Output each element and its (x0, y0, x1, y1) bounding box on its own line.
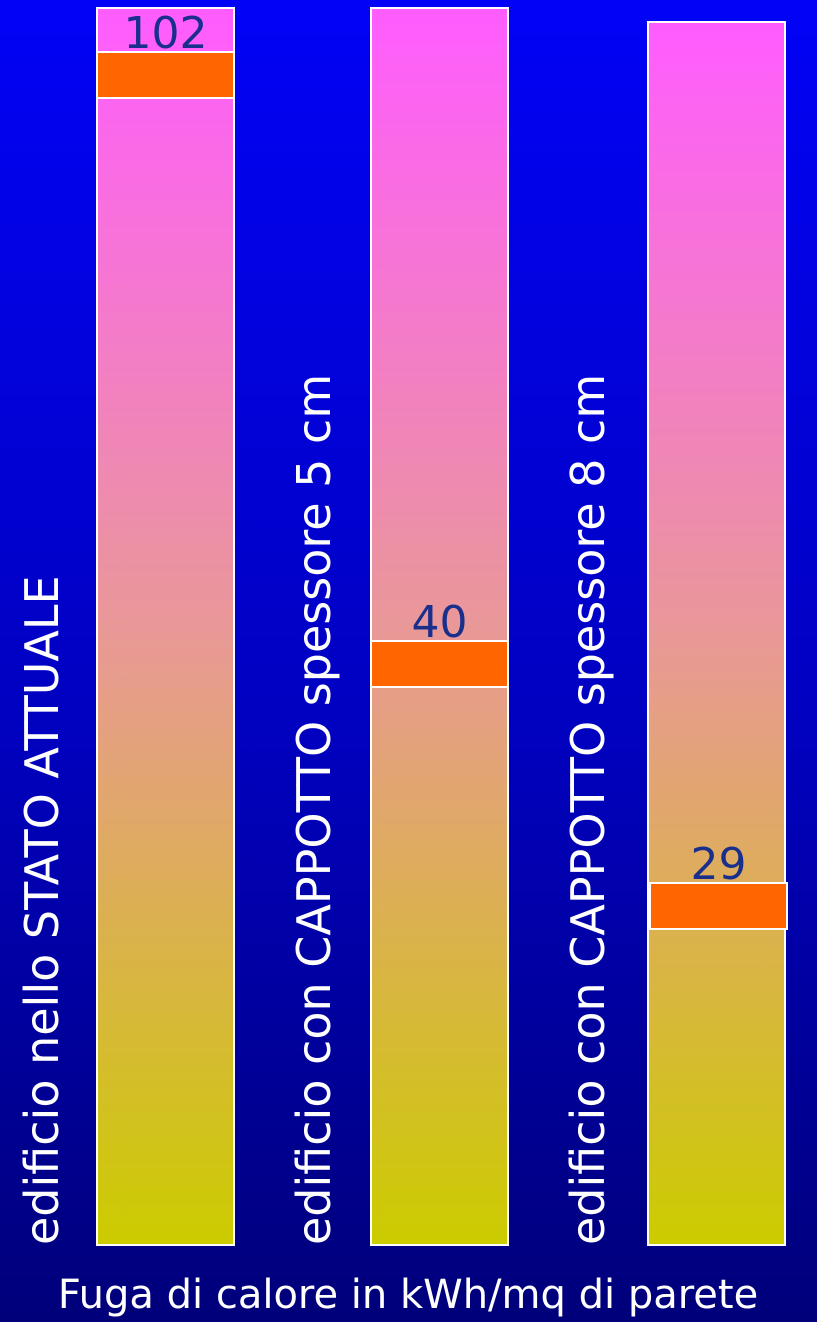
category-label-1: edificio nello STATO ATTUALE (15, 575, 69, 1245)
value-label-3: 29 (691, 839, 747, 890)
bar-3 (647, 21, 786, 1246)
category-label-3: edificio con CAPPOTTO spessore 8 cm (561, 374, 615, 1245)
bar-1 (96, 7, 235, 1246)
category-label-2: edificio con CAPPOTTO spessore 5 cm (287, 374, 341, 1245)
x-axis-label: Fuga di calore in kWh/mq di parete (58, 1272, 758, 1318)
value-label-1: 102 (124, 8, 208, 59)
bar-2 (370, 7, 509, 1246)
bar-marker-1 (96, 51, 235, 99)
bars-layer: 102 edificio nello STATO ATTUALE 40 edifici… (15, 7, 788, 1246)
value-label-2: 40 (412, 597, 468, 648)
bar-marker-3 (649, 882, 788, 930)
bar-marker-2 (370, 640, 509, 688)
